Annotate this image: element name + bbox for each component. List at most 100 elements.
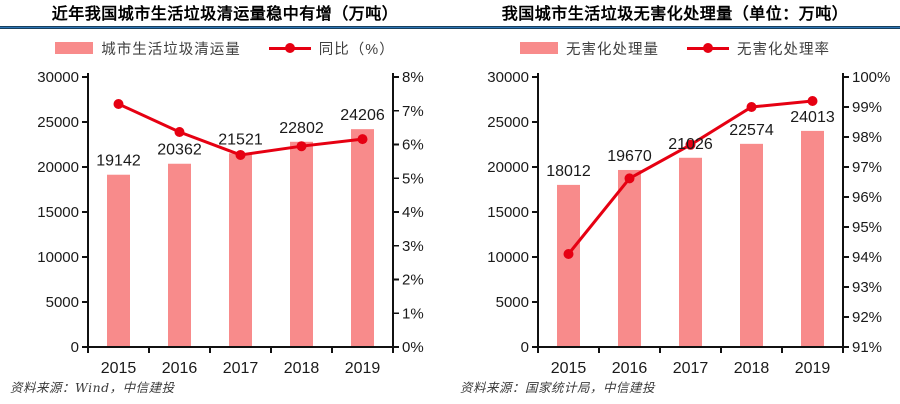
bar	[679, 157, 702, 347]
bar-value-label: 22574	[729, 122, 774, 139]
legend-item-line: 同比（%）	[268, 38, 395, 59]
line-marker	[296, 141, 307, 152]
line-marker	[235, 149, 246, 160]
x-axis-category-label: 2017	[223, 360, 259, 377]
x-axis-category-label: 2017	[673, 360, 709, 377]
x-axis-category-label: 2019	[345, 360, 381, 377]
bar-series-label: 无害化处理量	[566, 41, 659, 58]
line-marker	[685, 139, 696, 150]
bar-series-swatch-icon	[520, 42, 558, 54]
left-axis-tick-label: 25000	[37, 114, 79, 131]
right-axis-tick-label: 2%	[402, 272, 424, 289]
left-chart-panel: 城市生活垃圾清运量 同比（%） 0 5000 10000 15000 20000 2500…	[0, 29, 450, 398]
bar-value-label: 18012	[546, 163, 591, 180]
right-axis-tick-label: 100%	[852, 69, 890, 86]
title-divider-rule	[0, 26, 900, 29]
right-axis-tick-label: 6%	[402, 137, 424, 154]
right-chart-panel: 无害化处理量 无害化处理率 0 5000 10000 15000 20000 25000 3…	[450, 29, 900, 398]
x-axis-category-label: 2015	[101, 360, 137, 377]
line-marker	[113, 99, 124, 109]
line-series-label: 同比（%）	[318, 41, 395, 58]
left-axis-tick-label: 0	[71, 339, 79, 356]
bar-series-label: 城市生活垃圾清运量	[101, 41, 241, 58]
bar	[168, 163, 191, 347]
bar-series-swatch-icon	[55, 42, 94, 54]
left-chart-title: 近年我国城市生活垃圾清运量稳中有增（万吨）	[51, 6, 399, 23]
line-series-label: 无害化处理率	[737, 41, 830, 58]
bar	[801, 130, 824, 347]
bar-value-label: 19670	[607, 148, 652, 165]
line-marker	[807, 96, 818, 106]
bar	[229, 153, 252, 347]
left-axis-tick-label: 10000	[487, 249, 529, 266]
line-marker	[624, 173, 635, 184]
bar-value-label: 22802	[279, 120, 324, 137]
right-chart-source: 资料来源：国家统计局，中信建投	[460, 380, 656, 395]
line-marker	[357, 134, 368, 145]
right-chart-legend: 无害化处理量 无害化处理率	[450, 36, 900, 60]
right-chart-title: 我国城市生活垃圾无害化处理量（单位：万吨）	[501, 6, 849, 23]
bar-value-label: 21026	[668, 136, 713, 153]
right-axis-tick-label: 99%	[852, 99, 882, 116]
legend-item-bar: 无害化处理量	[520, 38, 659, 59]
right-axis-tick-label: 8%	[402, 69, 424, 86]
charts-row: 城市生活垃圾清运量 同比（%） 0 5000 10000 15000 20000 2500…	[0, 29, 900, 398]
right-axis-tick-label: 96%	[852, 189, 882, 206]
left-axis-tick-label: 0	[521, 339, 529, 356]
right-axis-tick-label: 95%	[852, 219, 882, 236]
left-axis-tick-label: 25000	[487, 114, 529, 131]
line-marker	[174, 127, 185, 138]
right-axis-tick-label: 0%	[402, 339, 424, 356]
right-chart-canvas: 0 5000 10000 15000 20000 25000 30000 91% 92% 93% 9…	[487, 69, 890, 377]
left-axis-tick-label: 30000	[487, 69, 529, 86]
x-axis-category-label: 2015	[551, 360, 587, 377]
line-marker-dot-icon	[284, 43, 295, 53]
left-axis-tick-label: 15000	[487, 204, 529, 221]
left-axis-tick-label: 10000	[37, 249, 79, 266]
line-series-swatch-icon	[268, 43, 311, 53]
bar	[557, 184, 580, 347]
right-axis-tick-label: 98%	[852, 129, 882, 146]
bar-value-label: 20362	[157, 142, 202, 159]
left-axis-tick-label: 30000	[37, 69, 79, 86]
right-axis-tick-label: 3%	[402, 238, 424, 255]
bar	[740, 143, 763, 347]
line-series-swatch-icon	[687, 43, 729, 53]
x-axis-category-label: 2016	[612, 360, 648, 377]
right-axis-tick-label: 93%	[852, 279, 882, 296]
left-axis-tick-label: 5000	[46, 294, 79, 311]
right-axis-tick-label: 5%	[402, 170, 424, 187]
left-axis-tick-label: 5000	[496, 294, 529, 311]
bar-value-label: 24013	[790, 109, 835, 126]
right-axis-tick-label: 97%	[852, 159, 882, 176]
right-axis-tick-label: 1%	[402, 305, 424, 322]
line-marker	[563, 249, 574, 259]
bar	[107, 174, 130, 347]
bar-value-label: 24206	[340, 107, 385, 124]
bar	[290, 141, 313, 347]
titles-row: 近年我国城市生活垃圾清运量稳中有增（万吨） 我国城市生活垃圾无害化处理量（单位：…	[0, 0, 900, 26]
left-axis-tick-label: 15000	[37, 204, 79, 221]
line-marker	[746, 102, 757, 112]
legend-item-line: 无害化处理率	[687, 38, 830, 59]
x-axis-category-label: 2018	[734, 360, 770, 377]
left-chart-legend: 城市生活垃圾清运量 同比（%）	[0, 36, 450, 60]
right-axis-tick-label: 7%	[402, 103, 424, 120]
bar-value-label: 19142	[96, 153, 141, 170]
bar	[351, 129, 374, 347]
left-axis-tick-label: 20000	[487, 159, 529, 176]
line-marker-dot-icon	[703, 43, 713, 53]
bar	[618, 169, 641, 347]
right-axis-tick-label: 4%	[402, 204, 424, 221]
legend-item-bar: 城市生活垃圾清运量	[55, 38, 241, 59]
x-axis-category-label: 2016	[162, 360, 198, 377]
x-axis-category-label: 2018	[284, 360, 320, 377]
left-chart-canvas: 0 5000 10000 15000 20000 25000 30000 0% 1% 2% 3% 4%…	[37, 69, 424, 377]
left-axis-tick-label: 20000	[37, 159, 79, 176]
right-axis-tick-label: 91%	[852, 339, 882, 356]
right-axis-tick-label: 94%	[852, 249, 882, 266]
x-axis-category-label: 2019	[795, 360, 831, 377]
left-chart-source: 资料来源：Wind，中信建投	[10, 380, 175, 395]
right-axis-tick-label: 92%	[852, 309, 882, 326]
